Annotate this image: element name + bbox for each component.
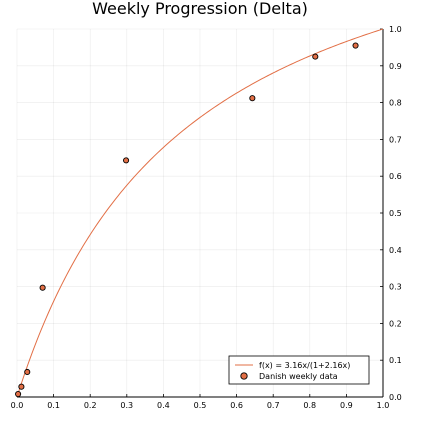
scatter-point — [123, 157, 130, 164]
legend-marker-swatch — [240, 372, 248, 380]
scatter-point — [249, 95, 256, 102]
chart-title: Weekly Progression (Delta) — [92, 0, 308, 18]
scatter-point — [352, 42, 359, 49]
fit-curve-line — [16, 28, 384, 398]
x-tick-label: 0.0 — [11, 401, 24, 410]
x-tick-label: 0.6 — [230, 401, 243, 410]
x-tick-label: 0.5 — [194, 401, 207, 410]
scatter-point — [15, 391, 22, 398]
y-tick-label: 1.0 — [389, 25, 402, 34]
x-tick-label: 0.4 — [157, 401, 170, 410]
x-tick-label: 0.9 — [340, 401, 353, 410]
y-tick-label: 0.6 — [389, 172, 402, 181]
y-tick-label: 0.0 — [389, 393, 402, 402]
y-tick-label: 0.2 — [389, 319, 402, 328]
series — [15, 28, 384, 398]
y-tick-label: 0.1 — [389, 356, 402, 365]
x-tick-label: 1.0 — [377, 401, 390, 410]
scatter-point — [18, 383, 25, 390]
y-tick-label: 0.9 — [389, 62, 402, 71]
x-tick-label: 0.8 — [303, 401, 316, 410]
legend-box — [228, 355, 370, 385]
x-tick-label: 0.7 — [267, 401, 280, 410]
tick-labels: 0.0 0.1 0.2 0.3 0.4 0.5 0.6 0.7 0.8 0.9 1.00.00.10… — [11, 25, 402, 410]
y-tick-label: 0.7 — [389, 135, 402, 144]
scatter-point — [39, 284, 46, 291]
y-tick-label: 0.4 — [389, 246, 402, 255]
legend-label-data: Danish weekly data — [259, 372, 338, 381]
x-tick-label: 0.2 — [84, 401, 97, 410]
legend: f(x) = 3.16x/(1+2.16x) Danish weekly data — [228, 355, 370, 385]
y-tick-label: 0.8 — [389, 99, 402, 108]
scatter-point — [24, 368, 31, 376]
y-tick-label: 0.3 — [389, 283, 402, 292]
x-tick-label: 0.1 — [47, 401, 60, 410]
legend-label-fit: f(x) = 3.16x/(1+2.16x) — [259, 361, 350, 370]
scatter-point — [312, 53, 319, 60]
y-tick-label: 0.5 — [389, 209, 402, 218]
x-tick-label: 0.3 — [120, 401, 133, 410]
